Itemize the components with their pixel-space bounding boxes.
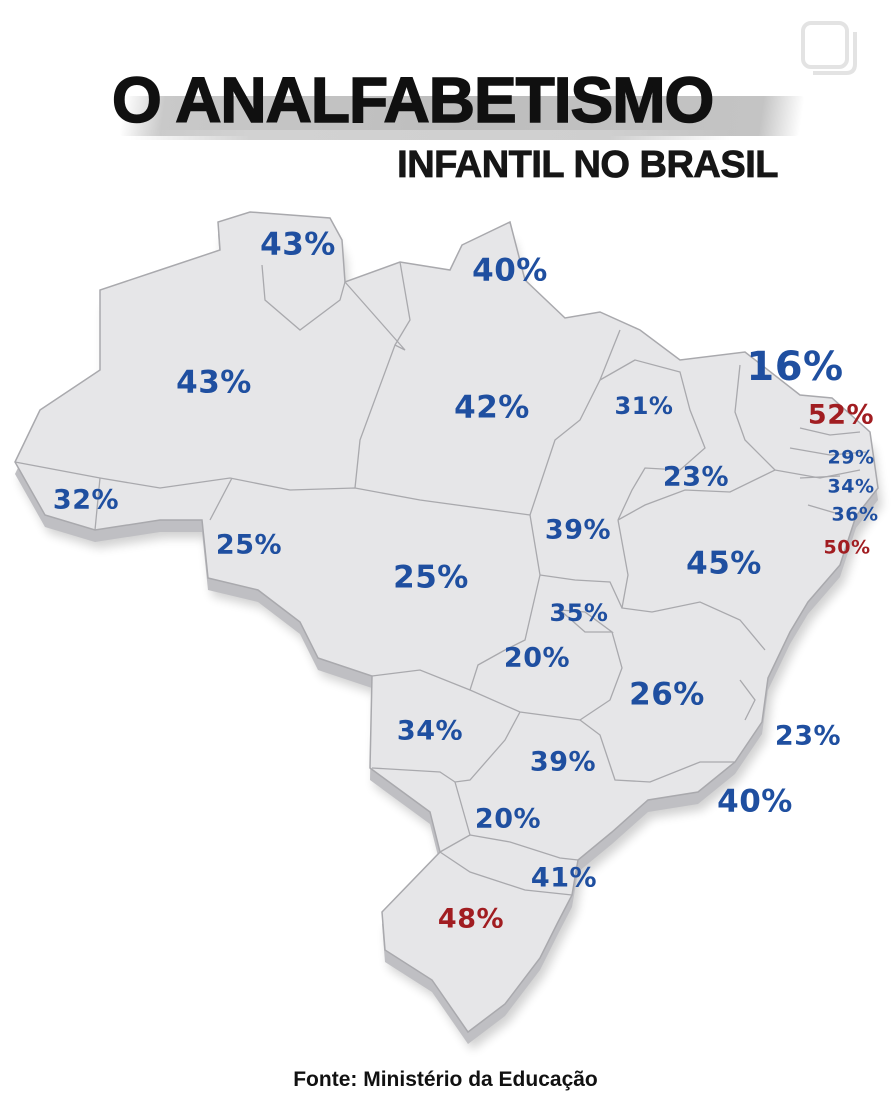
state-value-rn: 52%	[807, 399, 875, 431]
state-value-ro: 25%	[215, 529, 283, 561]
page-title: O ANALFABETISMO	[111, 64, 715, 136]
instagram-save-icon[interactable]	[800, 20, 860, 82]
source-caption: Fonte: Ministério da Educação	[293, 1068, 598, 1091]
state-value-rs: 48%	[437, 903, 505, 935]
state-value-pe: 34%	[827, 475, 875, 498]
state-value-es: 23%	[774, 720, 842, 752]
state-value-ac: 32%	[52, 484, 120, 516]
state-value-al: 36%	[831, 503, 879, 526]
state-value-mg: 26%	[629, 676, 705, 713]
state-value-am: 43%	[176, 364, 252, 401]
state-value-ce: 16%	[746, 344, 844, 390]
state-value-mt: 25%	[393, 559, 469, 596]
state-value-sp: 39%	[529, 746, 597, 778]
state-value-ms: 34%	[396, 715, 464, 747]
state-value-pb: 29%	[827, 446, 875, 469]
title-brush-underline	[130, 130, 730, 140]
state-value-pi: 23%	[662, 461, 730, 493]
state-value-rr: 43%	[260, 226, 336, 263]
state-value-df: 35%	[549, 599, 609, 627]
state-value-go: 20%	[503, 642, 571, 674]
title-block: O ANALFABETISMO	[100, 64, 805, 148]
state-value-ma: 31%	[614, 392, 674, 420]
state-value-ap: 40%	[472, 252, 548, 289]
state-value-pr: 20%	[474, 803, 542, 835]
state-value-se: 50%	[823, 536, 871, 559]
state-value-ba: 45%	[686, 545, 762, 582]
state-value-pa: 42%	[454, 389, 530, 426]
map-outline	[14, 211, 879, 1034]
state-borders	[14, 261, 867, 896]
page-subtitle: INFANTIL NO BRASIL	[397, 144, 779, 186]
state-value-sc: 41%	[530, 862, 598, 894]
state-value-rj: 40%	[717, 783, 793, 820]
state-value-to: 39%	[544, 514, 612, 546]
